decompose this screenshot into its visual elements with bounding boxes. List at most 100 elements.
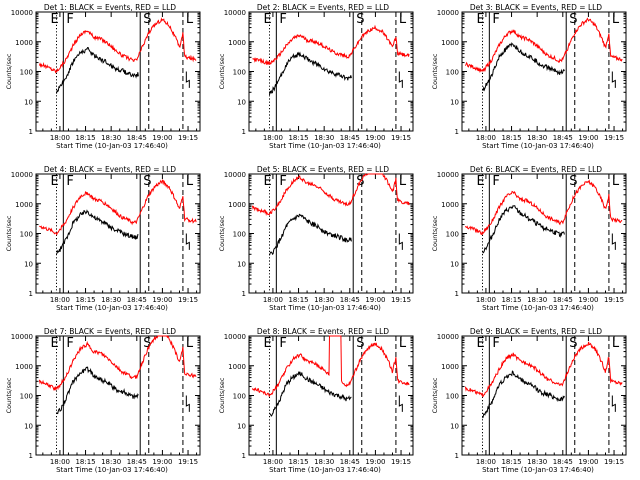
series-events-fragment bbox=[185, 71, 190, 88]
x-tick-label: 19:15 bbox=[604, 134, 624, 142]
series-events-fragment bbox=[611, 233, 616, 250]
x-tick-label: 18:30 bbox=[101, 296, 121, 304]
marker-label-s: S bbox=[143, 12, 151, 27]
x-tick-label: 19:00 bbox=[578, 458, 598, 466]
y-tick-label: 10000 bbox=[224, 333, 246, 341]
marker-label-e: E bbox=[51, 12, 59, 27]
x-tick-label: 19:00 bbox=[365, 134, 385, 142]
y-tick-label: 10000 bbox=[11, 171, 33, 179]
series-events-fragment bbox=[611, 395, 616, 412]
detector-panel-7: Det 7: BLACK = Events, RED = LLD 1 10 100 10… bbox=[5, 327, 201, 474]
x-tick-label: 18:15 bbox=[501, 458, 521, 466]
x-tick-label: 18:15 bbox=[75, 296, 95, 304]
x-tick-label: 19:00 bbox=[578, 134, 598, 142]
y-tick-label: 1000 bbox=[228, 201, 246, 209]
marker-label-s: S bbox=[569, 12, 577, 27]
x-tick-label: 19:00 bbox=[365, 458, 385, 466]
marker-label-f: F bbox=[279, 174, 286, 189]
y-axis-label: Counts/sec bbox=[218, 377, 226, 413]
plot-frame bbox=[461, 173, 627, 294]
y-tick-label: 1 bbox=[29, 128, 33, 136]
x-tick-label: 18:45 bbox=[553, 296, 573, 304]
x-tick-label: 19:00 bbox=[578, 296, 598, 304]
x-tick-label: 18:00 bbox=[263, 134, 283, 142]
x-tick-label: 18:30 bbox=[527, 458, 547, 466]
marker-label-e: E bbox=[264, 174, 272, 189]
marker-label-e: E bbox=[477, 12, 485, 27]
x-tick-label: 18:45 bbox=[340, 134, 360, 142]
y-tick-label: 10000 bbox=[224, 9, 246, 17]
x-tick-label: 18:00 bbox=[263, 458, 283, 466]
x-tick-label: 18:30 bbox=[314, 296, 334, 304]
y-tick-label: 1 bbox=[455, 452, 459, 460]
y-tick-label: 100 bbox=[233, 393, 246, 401]
series-events bbox=[482, 205, 565, 254]
x-tick-label: 18:15 bbox=[501, 134, 521, 142]
marker-label-s: S bbox=[356, 336, 364, 351]
y-tick-label: 10 bbox=[237, 98, 246, 106]
y-tick-label: 1000 bbox=[228, 363, 246, 371]
y-tick-label: 10 bbox=[237, 260, 246, 268]
x-tick-label: 19:15 bbox=[391, 134, 411, 142]
x-axis-label: Start Time (10-Jan-03 17:46:40) bbox=[482, 304, 594, 312]
x-tick-label: 19:00 bbox=[152, 134, 172, 142]
x-tick-label: 19:15 bbox=[178, 296, 198, 304]
x-axis-label: Start Time (10-Jan-03 17:46:40) bbox=[56, 304, 168, 312]
x-tick-label: 19:15 bbox=[391, 458, 411, 466]
x-tick-label: 18:30 bbox=[527, 296, 547, 304]
marker-label-f: F bbox=[66, 12, 73, 27]
x-axis-label: Start Time (10-Jan-03 17:46:40) bbox=[482, 466, 594, 474]
marker-label-e: E bbox=[264, 336, 272, 351]
marker-label-s: S bbox=[569, 174, 577, 189]
y-tick-label: 1000 bbox=[15, 201, 33, 209]
panel-title: Det 5: BLACK = Events, RED = LLD bbox=[257, 165, 389, 174]
x-tick-label: 18:00 bbox=[50, 134, 70, 142]
y-tick-label: 100 bbox=[446, 69, 459, 77]
x-tick-label: 18:45 bbox=[340, 296, 360, 304]
x-axis-label: Start Time (10-Jan-03 17:46:40) bbox=[269, 466, 381, 474]
marker-label-f: F bbox=[279, 12, 286, 27]
y-tick-label: 1 bbox=[242, 128, 246, 136]
y-tick-label: 10 bbox=[450, 422, 459, 430]
marker-label-s: S bbox=[569, 336, 577, 351]
y-axis-label: Counts/sec bbox=[431, 215, 439, 251]
y-tick-label: 100 bbox=[446, 393, 459, 401]
y-tick-label: 1000 bbox=[441, 201, 459, 209]
y-axis-label: Counts/sec bbox=[431, 377, 439, 413]
series-events bbox=[269, 51, 352, 96]
x-tick-label: 18:30 bbox=[101, 134, 121, 142]
y-tick-label: 1000 bbox=[15, 39, 33, 47]
plot-frame bbox=[461, 11, 627, 132]
detector-panel-5: Det 5: BLACK = Events, RED = LLD 1 10 100 10… bbox=[218, 165, 414, 312]
panel-title: Det 2: BLACK = Events, RED = LLD bbox=[257, 3, 389, 12]
series-events bbox=[56, 366, 139, 415]
y-tick-label: 1 bbox=[29, 452, 33, 460]
series-events-fragment bbox=[185, 233, 190, 250]
plot-frame bbox=[461, 335, 627, 456]
x-tick-label: 18:00 bbox=[476, 296, 496, 304]
series-events bbox=[269, 213, 352, 256]
y-tick-label: 1 bbox=[242, 452, 246, 460]
detector-panel-1: Det 1: BLACK = Events, RED = LLD 1 10 100 10… bbox=[5, 3, 201, 150]
x-tick-label: 19:15 bbox=[178, 134, 198, 142]
x-tick-label: 19:00 bbox=[152, 458, 172, 466]
y-axis-label: Counts/sec bbox=[5, 53, 13, 89]
detector-panel-6: Det 6: BLACK = Events, RED = LLD 1 10 100 10… bbox=[431, 165, 627, 312]
series-lld bbox=[251, 335, 410, 398]
y-tick-label: 10000 bbox=[11, 333, 33, 341]
panel-title: Det 6: BLACK = Events, RED = LLD bbox=[470, 165, 602, 174]
detector-panel-4: Det 4: BLACK = Events, RED = LLD 1 10 100 10… bbox=[5, 165, 201, 312]
series-lld bbox=[39, 179, 197, 236]
panel-title: Det 7: BLACK = Events, RED = LLD bbox=[44, 327, 176, 336]
series-events-fragment bbox=[398, 71, 403, 88]
x-axis-label: Start Time (10-Jan-03 17:46:40) bbox=[482, 142, 594, 150]
y-axis-label: Counts/sec bbox=[5, 377, 13, 413]
y-tick-label: 100 bbox=[233, 231, 246, 239]
x-axis-label: Start Time (10-Jan-03 17:46:40) bbox=[269, 304, 381, 312]
detector-panel-2: Det 2: BLACK = Events, RED = LLD 1 10 100 10… bbox=[218, 3, 414, 150]
y-tick-label: 10 bbox=[24, 98, 33, 106]
x-tick-label: 19:15 bbox=[178, 458, 198, 466]
marker-label-s: S bbox=[143, 174, 151, 189]
series-events bbox=[56, 209, 139, 255]
y-tick-label: 10 bbox=[24, 422, 33, 430]
